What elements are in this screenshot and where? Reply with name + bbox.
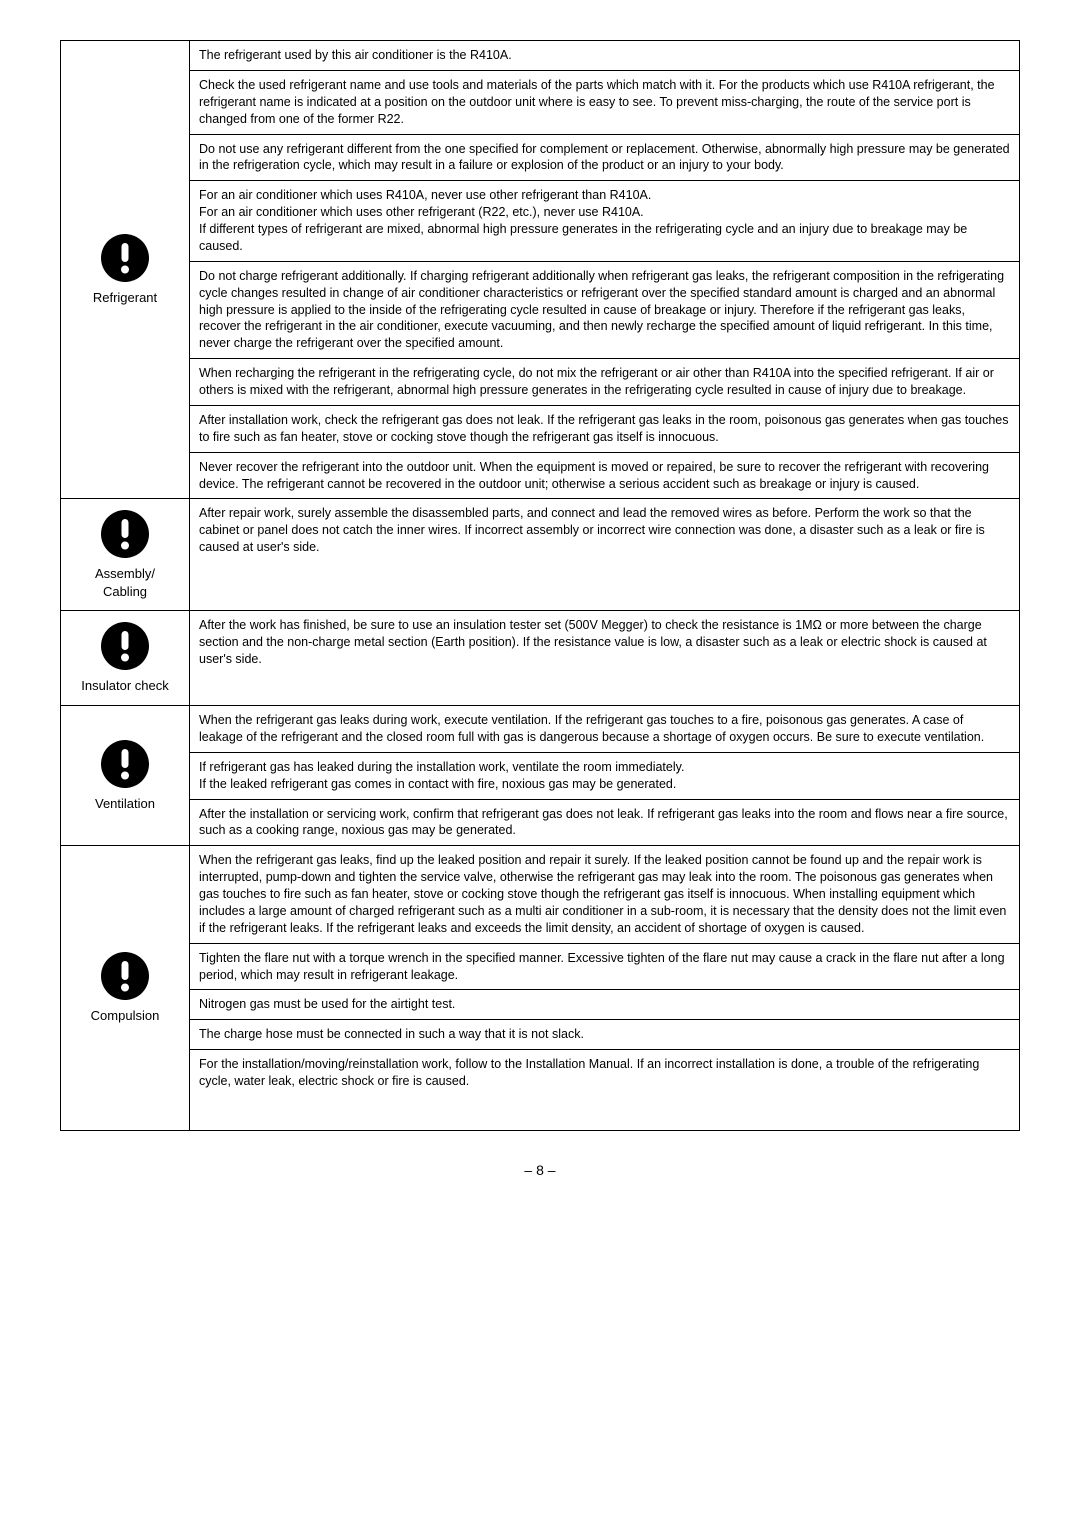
section-label-cell: Refrigerant	[61, 41, 190, 499]
warning-text-cell: Tighten the flare nut with a torque wren…	[190, 943, 1020, 990]
section-label-text: Compulsion	[91, 1007, 160, 1025]
section-label-cell: Insulator check	[61, 611, 190, 706]
warning-text-cell: The refrigerant used by this air conditi…	[190, 41, 1020, 71]
page-number: – 8 –	[60, 1161, 1020, 1180]
section-label-cell: Compulsion	[61, 846, 190, 1130]
section-label-text: Refrigerant	[93, 289, 157, 307]
caution-icon	[100, 509, 150, 559]
warning-text-cell: After repair work, surely assemble the d…	[190, 499, 1020, 611]
warning-text-cell: If refrigerant gas has leaked during the…	[190, 752, 1020, 799]
caution-icon	[100, 739, 150, 789]
section-label-cell: Assembly/ Cabling	[61, 499, 190, 611]
warning-text-cell: After installation work, check the refri…	[190, 405, 1020, 452]
section-label-text: Insulator check	[81, 677, 168, 695]
caution-icon	[100, 621, 150, 671]
warning-text-cell: Do not use any refrigerant different fro…	[190, 134, 1020, 181]
warning-text-cell: After the work has finished, be sure to …	[190, 611, 1020, 706]
section-label-text: Ventilation	[95, 795, 155, 813]
warning-text-cell: Never recover the refrigerant into the o…	[190, 452, 1020, 499]
warning-text-cell: For the installation/moving/reinstallati…	[190, 1050, 1020, 1131]
warning-text-cell: When the refrigerant gas leaks during wo…	[190, 706, 1020, 753]
section-label-cell: Ventilation	[61, 706, 190, 846]
warning-text-cell: After the installation or servicing work…	[190, 799, 1020, 846]
caution-icon	[100, 233, 150, 283]
warnings-table: Refrigerant The refrigerant used by this …	[60, 40, 1020, 1131]
warning-text-cell: Check the used refrigerant name and use …	[190, 70, 1020, 134]
warning-text-cell: Do not charge refrigerant additionally. …	[190, 261, 1020, 358]
section-label-text: Assembly/ Cabling	[95, 565, 155, 600]
warning-text-cell: For an air conditioner which uses R410A,…	[190, 181, 1020, 262]
warning-text-cell: The charge hose must be connected in suc…	[190, 1020, 1020, 1050]
warning-text-cell: When the refrigerant gas leaks, find up …	[190, 846, 1020, 943]
caution-icon	[100, 951, 150, 1001]
warning-text-cell: When recharging the refrigerant in the r…	[190, 359, 1020, 406]
warning-text-cell: Nitrogen gas must be used for the airtig…	[190, 990, 1020, 1020]
